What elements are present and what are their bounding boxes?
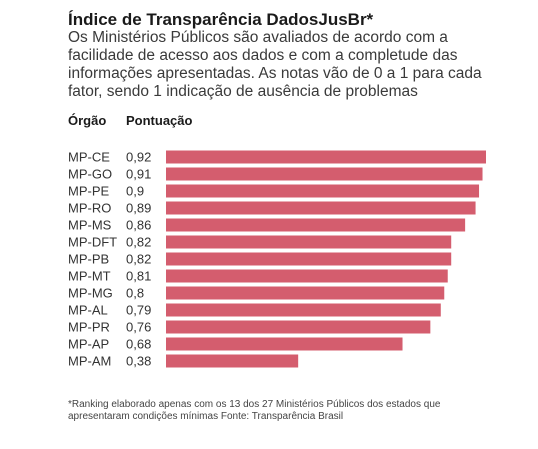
category-label: MP-DFT: [68, 235, 117, 250]
value-label: 0,89: [126, 201, 151, 216]
category-label: MP-AL: [68, 303, 108, 318]
value-label: 0,86: [126, 218, 151, 233]
value-label: 0,82: [126, 252, 151, 267]
bar: [166, 252, 452, 266]
value-label: 0,68: [126, 337, 151, 352]
value-label: 0,76: [126, 320, 151, 335]
chart-subtitle: Os Ministérios Públicos são avaliados de…: [68, 29, 482, 100]
category-label: MP-GO: [68, 167, 112, 182]
value-label: 0,79: [126, 303, 151, 318]
footnote: *Ranking elaborado apenas com os 13 dos …: [68, 399, 441, 422]
category-label: MP-RO: [68, 201, 111, 216]
bar: [166, 354, 299, 368]
category-label: MP-AP: [68, 337, 109, 352]
value-label: 0,81: [126, 269, 151, 284]
category-label: MP-AM: [68, 354, 111, 369]
value-label: 0,92: [126, 150, 151, 165]
bar: [166, 303, 441, 317]
category-label: MP-PE: [68, 184, 110, 199]
bar: [166, 337, 403, 351]
category-label: MP-MT: [68, 269, 111, 284]
bar: [166, 235, 452, 249]
chart-title: Índice de Transparência DadosJusBr*: [68, 10, 374, 29]
category-label: MP-MG: [68, 286, 113, 301]
bar: [166, 218, 466, 232]
bar: [166, 167, 483, 181]
category-label: MP-PB: [68, 252, 109, 267]
column-header-score: Pontuação: [126, 113, 193, 128]
bar: [166, 201, 476, 215]
category-label: MP-PR: [68, 320, 110, 335]
value-label: 0,91: [126, 167, 151, 182]
value-label: 0,38: [126, 354, 151, 369]
value-label: 0,82: [126, 235, 151, 250]
category-label: MP-MS: [68, 218, 112, 233]
column-header-org: Órgão: [68, 113, 107, 128]
bar: [166, 269, 448, 283]
bar: [166, 286, 445, 300]
bar: [166, 184, 480, 198]
bar: [166, 320, 431, 334]
bar: [166, 150, 486, 164]
category-label: MP-CE: [68, 150, 110, 165]
value-label: 0,9: [126, 184, 144, 199]
value-label: 0,8: [126, 286, 144, 301]
